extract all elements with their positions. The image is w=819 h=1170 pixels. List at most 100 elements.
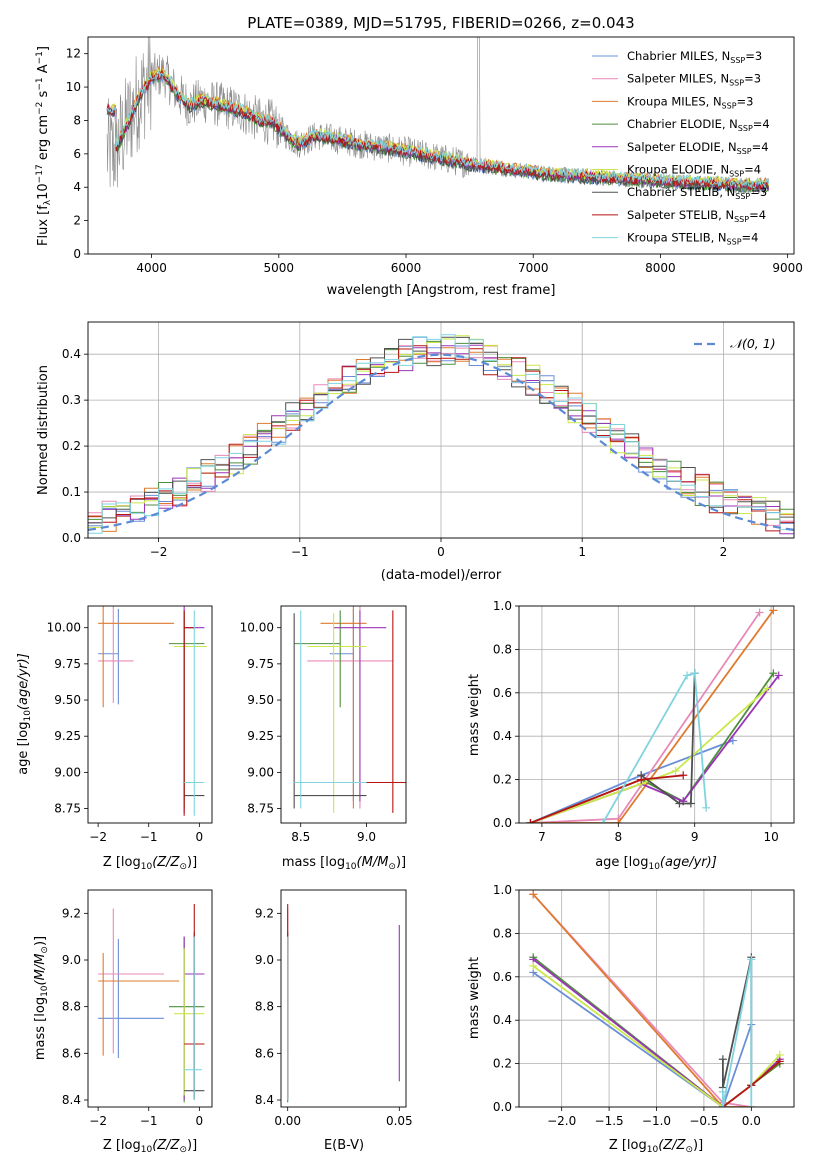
legend-sub: SSP bbox=[729, 79, 744, 88]
ageM-xlabel-sub: 10 bbox=[345, 862, 357, 872]
spectrum-ylabel-exp3: −1 bbox=[35, 77, 45, 90]
massZ-ylabel-c: )] bbox=[33, 936, 48, 946]
age_vs_Z-plot-area bbox=[98, 606, 207, 816]
ageZ-xlabel: Z [log10(Z/Z⊙)] bbox=[103, 855, 197, 872]
spectrum-model-line-salpeter_stelib bbox=[106, 69, 769, 191]
wZ-xlabel-sub: 10 bbox=[647, 1145, 659, 1155]
spectrum-axes: 4000 5000 6000 7000 8000 9000 0 2 4 6 8 10 12 bbox=[66, 47, 803, 275]
weight_vs_age-plot-area bbox=[526, 606, 783, 823]
massZ-xlabel-a: Z [log bbox=[103, 1138, 141, 1153]
age_vs_mass-plot-area bbox=[293, 606, 406, 813]
massZ-ylabel-a: mass [log bbox=[33, 997, 48, 1060]
ageZ-ylabel-a: age [log bbox=[16, 722, 31, 775]
spectrum-model-line-kroupa_stelib bbox=[106, 70, 770, 189]
spectrum-xtick-label: 6000 bbox=[391, 261, 422, 275]
spectrum-ylabel-unit: erg cm bbox=[36, 115, 51, 164]
age_vs_Z-ytick-label: 10.00 bbox=[47, 621, 81, 635]
spectrum-ylabel-exp4: −1 bbox=[35, 51, 45, 64]
spectrum-ylabel-sub: λ bbox=[43, 199, 53, 205]
weight_vs_age-marker-kroupa_stelib bbox=[683, 671, 692, 680]
residuals-ytick-label: 0.4 bbox=[62, 347, 81, 361]
weight_vs_age-marker-kroupa_elodie bbox=[763, 684, 772, 693]
legend-n: =4 bbox=[753, 117, 770, 131]
weight_vs_age-line-salpeter_elodie bbox=[530, 674, 780, 823]
massZ-ylabel: mass [log10(M/M⊙)] bbox=[33, 936, 50, 1060]
weight_vs_Z-plot-area bbox=[529, 890, 784, 1107]
spectrum-ylabel-main: Flux [f bbox=[36, 205, 51, 246]
weight_vs_age-axes: 7 8 9 10 0.0 0.2 0.4 0.6 0.8 1.0 bbox=[493, 599, 794, 844]
ageM-xlabel-sun: ⊙ bbox=[388, 862, 396, 872]
spectrum-ytick-label: 8 bbox=[73, 113, 81, 127]
weight_vs_Z-line-chabrier_miles bbox=[532, 971, 753, 1107]
mass_vs_Z-xtick-label: −2 bbox=[89, 1114, 107, 1128]
residuals-xtick-label: −2 bbox=[150, 545, 168, 559]
weight_vs_Z-xtick-label: −1.0 bbox=[642, 1114, 671, 1128]
mass_vs_Z-xtick-label: 0 bbox=[196, 1114, 204, 1128]
age_vs_mass-ytick-label: 9.50 bbox=[247, 693, 274, 707]
legend-name: Salpeter STELIB, N bbox=[627, 208, 734, 222]
weight_vs_age-marker-kroupa_stelib bbox=[690, 669, 699, 678]
massZ-ylabel-sub: 10 bbox=[40, 985, 50, 997]
weight_vs_Z-frame bbox=[518, 889, 795, 1108]
legend-name: Chabrier STELIB, N bbox=[627, 185, 735, 199]
wAge-xlabel: age [log10(age/yr)] bbox=[595, 855, 717, 872]
legend-n: =4 bbox=[752, 140, 769, 154]
weight_vs_age-ytick-label: 0.2 bbox=[493, 773, 512, 787]
spectrum-ylabel-close: ] bbox=[36, 46, 51, 51]
legend-sub: SSP bbox=[730, 56, 745, 65]
weight_vs_age-marker-chabrier_stelib bbox=[686, 799, 695, 808]
weight_vs_Z-ytick-label: 0.6 bbox=[493, 970, 512, 984]
residuals-ytick-label: 0.0 bbox=[62, 531, 81, 545]
spectrum-legend-label: Chabrier MILES, NSSP=3 bbox=[627, 49, 762, 65]
weight_vs_age-xtick-label: 9 bbox=[691, 830, 699, 844]
weight_vs_age-xtick-label: 10 bbox=[763, 830, 778, 844]
legend-name: Kroupa STELIB, N bbox=[627, 231, 727, 245]
legend-name: Salpeter ELODIE, N bbox=[627, 140, 737, 154]
wZ-ylabel: mass weight bbox=[467, 957, 482, 1039]
weight_vs_Z-marker-kroupa_stelib bbox=[718, 1103, 727, 1107]
residuals-hist-salpeter_stelib bbox=[88, 345, 794, 532]
weight_vs_Z-xtick-label: 0.0 bbox=[742, 1114, 761, 1128]
spectrum-plot-area bbox=[106, 37, 770, 195]
mass_vs_ebv-ytick-label: 9.2 bbox=[255, 906, 274, 920]
spectrum-ylabel-s: s bbox=[36, 90, 51, 101]
age_vs_mass-ytick-label: 10.00 bbox=[240, 621, 274, 635]
mass_vs_ebv-xtick-label: 0.05 bbox=[386, 1114, 413, 1128]
mass_vs_Z-ytick-label: 9.0 bbox=[62, 953, 81, 967]
weight_vs_age-marker-salpeter_stelib bbox=[637, 775, 646, 784]
age_vs_Z-frame bbox=[87, 605, 213, 824]
ageM-xlabel: mass [log10(M/M⊙)] bbox=[282, 855, 406, 872]
weight_vs_Z-ytick-label: 0.0 bbox=[493, 1100, 512, 1114]
weight_vs_age-marker-salpeter_stelib bbox=[679, 771, 688, 780]
wZ-xlabel-c: )] bbox=[693, 1138, 703, 1153]
spectrum-frame bbox=[87, 36, 795, 255]
legend-n: =3 bbox=[745, 49, 762, 63]
weight_vs_age-marker-kroupa_miles bbox=[769, 606, 778, 615]
age_vs_Z-axes: −2 −1 0 8.75 9.00 9.25 9.50 9.75 10.00 bbox=[47, 621, 204, 844]
residuals-xtick-label: 2 bbox=[720, 545, 728, 559]
weight_vs_age-ytick-label: 0.6 bbox=[493, 686, 512, 700]
residuals-xtick-label: −1 bbox=[291, 545, 309, 559]
weight_vs_age-frame bbox=[518, 605, 795, 824]
legend-name: Salpeter MILES, N bbox=[627, 72, 729, 86]
legend-n: =3 bbox=[737, 94, 754, 108]
spectrum-ytick-label: 0 bbox=[73, 247, 81, 261]
wZ-xlabel-sun: ⊙ bbox=[685, 1145, 693, 1155]
mass_vs_ebv-ytick-label: 8.8 bbox=[255, 1000, 274, 1014]
legend-sub: SSP bbox=[727, 238, 742, 247]
age_vs_mass-axes: 8.5 9.0 8.75 9.00 9.25 9.50 9.75 10.00 bbox=[240, 621, 376, 844]
wAge-xlabel-a: age [log bbox=[595, 855, 648, 870]
residuals-legend-label: 𝒩(0, 1) bbox=[730, 336, 776, 351]
age_vs_mass-ytick-label: 9.75 bbox=[247, 657, 274, 671]
wZ-xlabel-b: (Z/Z bbox=[658, 1138, 686, 1153]
weight_vs_age-line-kroupa_elodie bbox=[530, 687, 768, 823]
mass_vs_Z-frame bbox=[87, 889, 213, 1108]
ageZ-xlabel-b: (Z/Z bbox=[152, 855, 180, 870]
legend-sub: SSP bbox=[729, 170, 744, 179]
spectrum-xtick-label: 8000 bbox=[645, 261, 676, 275]
age_vs_mass-ytick-label: 8.75 bbox=[247, 802, 274, 816]
massZ-ylabel-b: (M/M bbox=[33, 954, 48, 986]
mass_vs_Z-xtick-label: −1 bbox=[140, 1114, 158, 1128]
legend-sub: SSP bbox=[737, 147, 752, 156]
age_vs_Z-xtick-label: −1 bbox=[140, 830, 158, 844]
